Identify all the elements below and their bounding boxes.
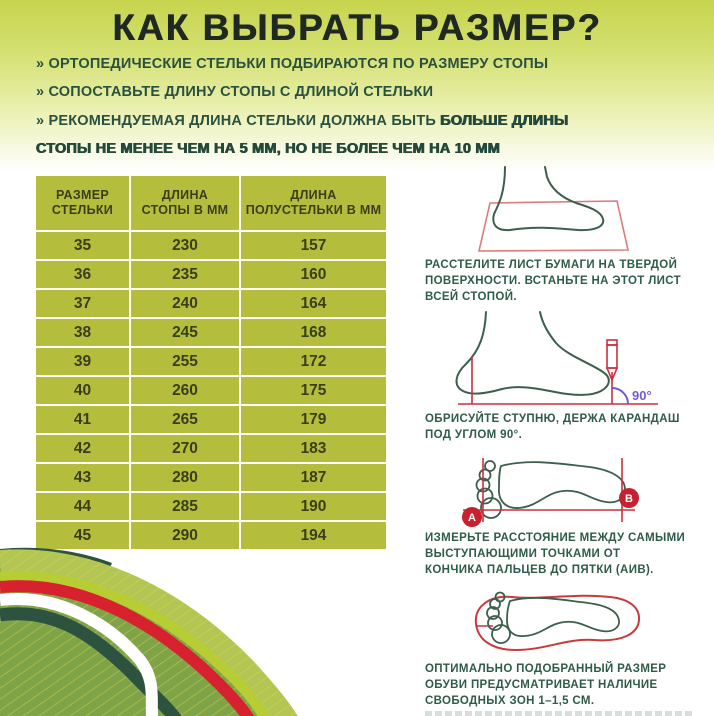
toe-circle: [484, 460, 496, 472]
toe-circle: [476, 487, 494, 505]
table-row: 41 265 179: [36, 406, 386, 433]
wave-white-band: [0, 593, 158, 716]
header-gradient: [0, 0, 714, 172]
table-row: 45 290 194: [36, 522, 386, 549]
col-header-foot-length: ДЛИНА СТОПЫ В ММ: [131, 176, 239, 230]
foot-side-outline: [455, 311, 610, 396]
footprint-outline: [506, 597, 620, 637]
col-header-insole-size: РАЗМЕР СТЕЛЬКИ: [36, 176, 129, 230]
toe-circle: [486, 606, 500, 620]
table-row: 39 255 172: [36, 348, 386, 375]
bullet-3-strong: БОЛЬШЕ ДЛИНЫ: [440, 112, 569, 129]
insole-outline: [474, 594, 641, 652]
bullet-list: » ОРТОПЕДИЧЕСКИЕ СТЕЛЬКИ ПОДБИРАЮТСЯ ПО …: [36, 50, 700, 164]
wave-dark-band: [0, 607, 182, 716]
table-row: 43 280 187: [36, 464, 386, 491]
paper-sheet-outline: [477, 200, 629, 252]
marker-b: B: [619, 488, 639, 508]
step-2-caption: ОБРИСУЙТЕ СТУПНЮ, ДЕРЖА КАРАНДАШ ПОД УГЛ…: [425, 413, 680, 441]
table-row: 35 230 157: [36, 232, 386, 259]
bullet-2: » СОПОСТАВЬТЕ ДЛИНУ СТОПЫ С ДЛИНОЙ СТЕЛЬ…: [36, 84, 434, 101]
bullet-3-line-2: СТОПЫ НЕ МЕНЕЕ ЧЕМ НА 5 ММ, НО НЕ БОЛЕЕ …: [36, 141, 501, 158]
trace-foot-illustration: 90°: [455, 311, 658, 405]
wave-lime-band: [0, 571, 270, 716]
table-row: 44 285 190: [36, 493, 386, 520]
table-row: 42 270 183: [36, 435, 386, 462]
foot-side-outline: [492, 166, 605, 232]
toe-circle: [487, 615, 503, 631]
marker-a: A: [462, 507, 482, 527]
footprint-in-insole-illustration: [474, 591, 641, 652]
wave-red-band: [0, 580, 255, 716]
angle-label: 90°: [632, 388, 652, 403]
big-toe-circle: [480, 497, 502, 519]
table-row: 38 245 168: [36, 319, 386, 346]
step-4-caption: ОПТИМАЛЬНО ПОДОБРАННЫЙ РАЗМЕР ОБУВИ ПРЕД…: [425, 663, 667, 707]
table-row: 37 240 164: [36, 290, 386, 317]
toe-circle: [494, 591, 506, 603]
foot-on-paper-illustration: [477, 166, 629, 252]
bullet-3-line-1: » РЕКОМЕНДУЕМАЯ ДЛИНА СТЕЛЬКИ ДОЛЖНА БЫТ…: [36, 107, 700, 135]
angle-arc: [611, 387, 629, 405]
step-3-caption: ИЗМЕРЬТЕ РАССТОЯНИЕ МЕЖДУ САМЫМИ ВЫСТУПА…: [425, 532, 686, 576]
step-1-caption: РАССТЕЛИТЕ ЛИСТ БУМАГИ НА ТВЕРДОЙ ПОВЕРХ…: [425, 259, 681, 303]
table-row: 36 235 160: [36, 261, 386, 288]
pencil-icon: [605, 339, 619, 383]
size-table: РАЗМЕР СТЕЛЬКИ ДЛИНА СТОПЫ В ММ ДЛИНА ПО…: [34, 174, 388, 551]
bullet-1: » ОРТОПЕДИЧЕСКИЕ СТЕЛЬКИ ПОДБИРАЮТСЯ ПО …: [36, 56, 549, 72]
toe-circle: [478, 468, 492, 482]
footprint-outline: [498, 461, 626, 509]
svg-text:A: A: [468, 512, 476, 524]
bullet-3-normal: » РЕКОМЕНДУЕМАЯ ДЛИНА СТЕЛЬКИ ДОЛЖНА БЫТ…: [36, 112, 441, 129]
size-table-header-row: РАЗМЕР СТЕЛЬКИ ДЛИНА СТОПЫ В ММ ДЛИНА ПО…: [36, 176, 386, 230]
page-title: КАК ВЫБРАТЬ РАЗМЕР?: [112, 7, 602, 48]
svg-text:B: B: [625, 493, 633, 505]
footprint-measure-illustration: A B: [462, 458, 639, 527]
table-row: 40 260 175: [36, 377, 386, 404]
cut-off-text-strip: [425, 711, 693, 716]
decorative-wave-graphic: [0, 547, 298, 716]
col-header-half-insole-length: ДЛИНА ПОЛУСТЕЛЬКИ В ММ: [241, 176, 386, 230]
